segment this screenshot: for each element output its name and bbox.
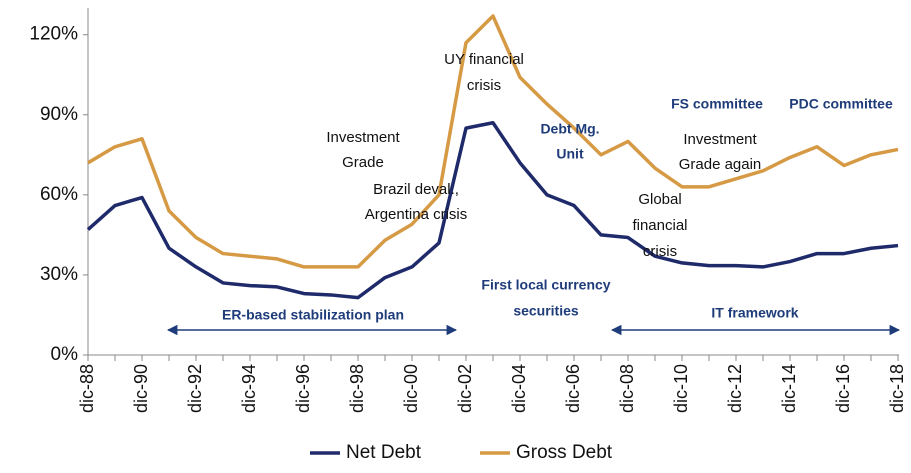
x-tick-label: dic-04 <box>509 364 529 413</box>
x-tick-label: dic-16 <box>833 364 853 413</box>
x-tick-label: dic-96 <box>293 364 313 413</box>
x-tick-label: dic-92 <box>185 364 205 413</box>
x-tick-label: dic-98 <box>347 364 367 413</box>
y-tick-label: 60% <box>40 184 78 205</box>
x-tick-label: dic-06 <box>563 364 583 413</box>
y-tick-label: 0% <box>51 344 79 365</box>
x-tick-label: dic-18 <box>887 364 907 413</box>
annotation: securities <box>513 303 579 319</box>
annotation: financial <box>632 217 687 234</box>
legend-label: Gross Debt <box>516 442 613 463</box>
annotation: Grade again <box>679 156 762 173</box>
annotation: Global <box>638 191 681 208</box>
annotation: Brazil deval., <box>373 181 459 198</box>
annotation: Investment <box>683 131 757 148</box>
annotation: Investment <box>326 129 400 146</box>
annotation: Grade <box>342 154 384 171</box>
annotation: crisis <box>467 77 501 94</box>
x-tick-label: dic-00 <box>401 364 421 413</box>
annotation: Debt Mg. <box>540 121 599 137</box>
annotation: First local currency <box>481 277 610 293</box>
x-tick-label: dic-08 <box>617 364 637 413</box>
y-tick-label: 90% <box>40 104 78 125</box>
line-series <box>86 121 899 300</box>
legend-label: Net Debt <box>346 442 422 463</box>
line-series <box>87 14 899 269</box>
x-tick-label: dic-90 <box>131 364 151 413</box>
annotation: IT framework <box>711 305 798 321</box>
annotation: PDC committee <box>789 96 893 112</box>
x-tick-label: dic-02 <box>455 364 475 413</box>
x-tick-label: dic-88 <box>77 364 97 413</box>
y-tick-label: 30% <box>40 264 78 285</box>
y-tick-label: 120% <box>29 24 78 45</box>
annotation: ER-based stabilization plan <box>222 307 404 323</box>
annotation: Argentina crisis <box>365 206 468 223</box>
x-tick-label: dic-10 <box>671 364 691 413</box>
annotation: FS committee <box>671 96 763 112</box>
annotation: crisis <box>643 243 677 260</box>
annotation: Unit <box>556 146 584 162</box>
x-tick-label: dic-12 <box>725 364 745 413</box>
x-tick-label: dic-94 <box>239 364 259 413</box>
x-tick-label: dic-14 <box>779 364 799 413</box>
annotation: UY financial <box>444 51 524 68</box>
